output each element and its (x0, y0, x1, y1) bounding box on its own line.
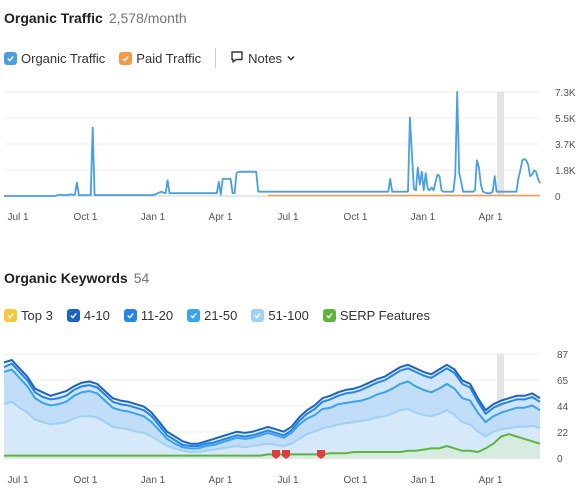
organic-keywords-header: Organic Keywords 54 (4, 270, 149, 286)
legend-item-51-100[interactable]: 51-100 (251, 308, 309, 323)
x-tick-label: Oct 1 (74, 475, 98, 486)
x-tick-label: Oct 1 (344, 212, 368, 223)
y-tick-label: 5.5K (555, 114, 576, 125)
organic-keywords-title: Organic Keywords (4, 270, 128, 286)
event-marker-flag (317, 450, 325, 459)
series-area-51-100 (4, 401, 540, 458)
organic-traffic-chart[interactable]: 7.3K 5.5K 3.7K 1.8K 0 Jul 1 Oct 1 Jan 1 Apr 1 Jul… (0, 80, 583, 228)
y-tick-label: 44 (557, 402, 569, 413)
legend-item-serp-features[interactable]: SERP Features (322, 308, 430, 323)
x-tick-label: Jul 1 (7, 475, 29, 486)
checkbox-icon[interactable] (187, 309, 201, 322)
notes-icon (230, 50, 244, 67)
series-line-51-100 (3, 400, 541, 453)
notes-label: Notes (248, 50, 283, 66)
legend-divider (215, 48, 217, 68)
legend-item-4-10[interactable]: 4-10 (66, 308, 110, 323)
y-tick-label: 7.3K (555, 88, 576, 99)
legend-label: 4-10 (83, 308, 110, 323)
x-tick-label: Jul 1 (277, 475, 299, 486)
x-tick-label: Apr 1 (479, 475, 503, 486)
x-tick-label: Apr 1 (209, 475, 233, 486)
y-tick-label: 65 (557, 376, 569, 387)
series-line-21-50 (3, 368, 541, 450)
x-tick-label: Jan 1 (411, 475, 436, 486)
legend-label: Organic Traffic (21, 50, 106, 66)
y-tick-label: 0 (557, 454, 563, 465)
y-tick-label: 1.8K (555, 166, 576, 177)
legend-item-21-50[interactable]: 21-50 (187, 308, 237, 323)
checkbox-icon[interactable] (4, 51, 17, 65)
organic-traffic-value: 2,578/month (108, 10, 187, 26)
keywords-legend: Top 3 4-10 11-20 21-50 51-100 SERP Features (4, 308, 444, 323)
checkbox-icon[interactable] (123, 309, 137, 322)
organic-traffic-header: Organic Traffic 2,578/month (4, 10, 187, 26)
y-tick-label: 22 (557, 428, 569, 439)
legend-label: 11-20 (140, 308, 174, 323)
legend-label: 51-100 (268, 308, 309, 323)
event-marker-flag (272, 450, 280, 459)
organic-keywords-value: 54 (133, 270, 150, 286)
legend-label: Top 3 (21, 308, 53, 323)
legend-label: SERP Features (339, 308, 430, 323)
organic-keywords-chart[interactable]: 87 65 44 22 0 Jul 1 Oct 1 Jan 1 Apr 1 Jul 1 Oct 1 J… (0, 340, 583, 490)
x-tick-label: Jan 1 (141, 212, 166, 223)
series-line-11-20 (3, 362, 541, 447)
checkbox-icon[interactable] (4, 309, 17, 322)
notes-dropdown[interactable]: Notes (230, 50, 296, 67)
highlight-band (497, 92, 504, 196)
checkbox-icon[interactable] (119, 51, 133, 65)
event-marker-flag (282, 450, 290, 459)
x-tick-label: Jan 1 (141, 475, 166, 486)
series-line-organic-traffic (4, 91, 541, 197)
y-tick-label: 0 (555, 192, 561, 203)
organic-traffic-title: Organic Traffic (4, 10, 103, 26)
checkbox-icon[interactable] (322, 309, 336, 322)
x-tick-label: Oct 1 (74, 212, 98, 223)
checkbox-icon[interactable] (66, 309, 80, 322)
legend-item-top-3[interactable]: Top 3 (4, 308, 53, 323)
x-tick-label: Oct 1 (344, 475, 368, 486)
traffic-legend: Organic Traffic Paid Traffic Notes (4, 48, 296, 68)
checkbox-icon[interactable] (251, 309, 265, 322)
legend-label: Paid Traffic (136, 50, 202, 66)
legend-organic-traffic[interactable]: Organic Traffic (4, 51, 105, 66)
x-tick-label: Apr 1 (479, 212, 503, 223)
x-tick-label: Jul 1 (277, 212, 299, 223)
chevron-down-icon (286, 51, 296, 66)
series-line-4-10 (3, 359, 541, 445)
x-tick-label: Jul 1 (7, 212, 29, 223)
x-tick-label: Apr 1 (209, 212, 233, 223)
legend-item-11-20[interactable]: 11-20 (123, 308, 174, 323)
y-tick-label: 87 (557, 350, 569, 361)
legend-paid-traffic[interactable]: Paid Traffic (119, 51, 201, 66)
x-tick-label: Jan 1 (411, 212, 436, 223)
y-tick-label: 3.7K (555, 140, 576, 151)
legend-label: 21-50 (204, 308, 238, 323)
